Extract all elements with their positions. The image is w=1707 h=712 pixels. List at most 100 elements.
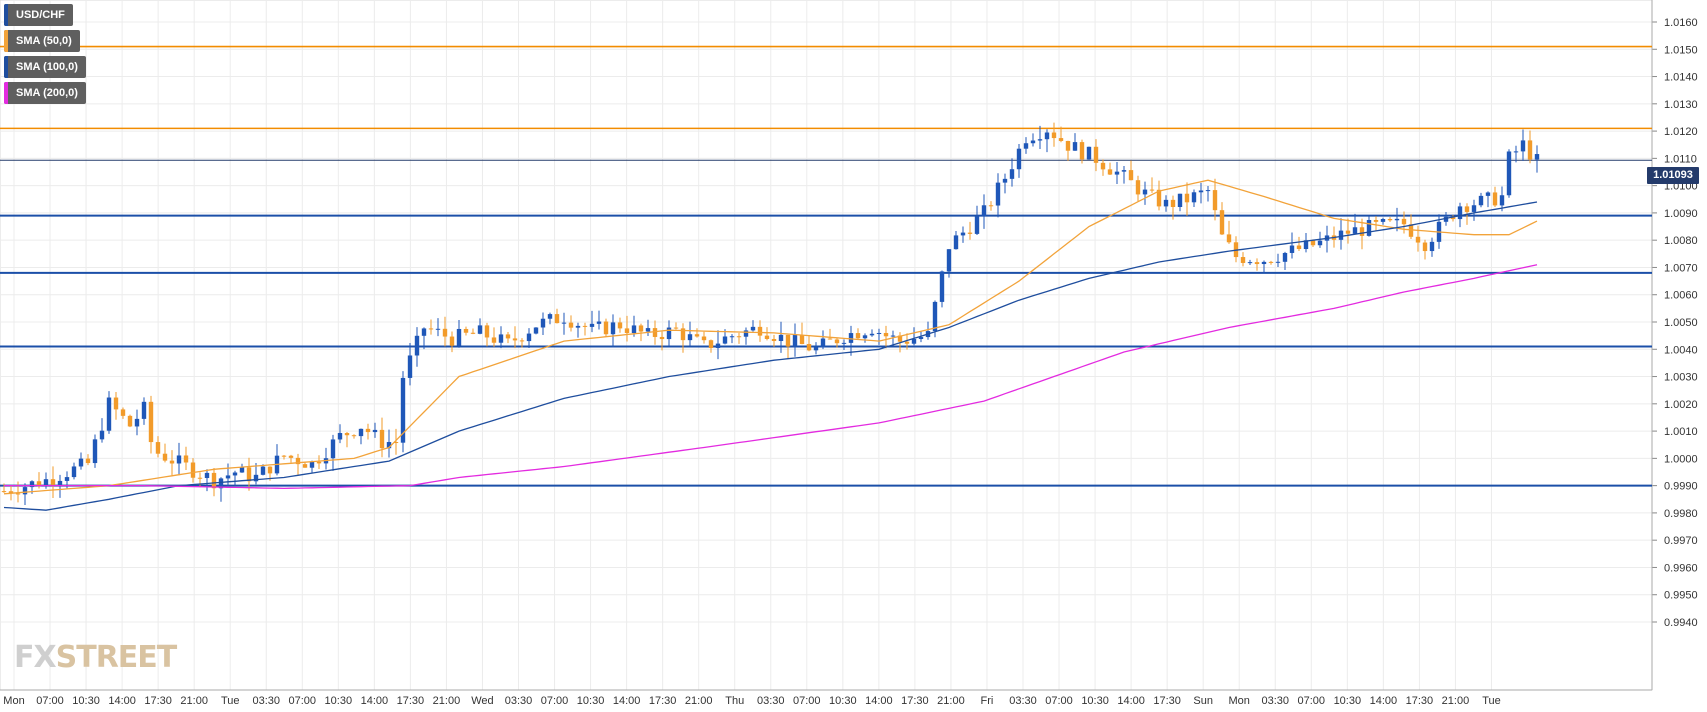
candle-body bbox=[1261, 261, 1267, 265]
candle-body bbox=[1499, 195, 1505, 206]
candle-body bbox=[1226, 234, 1232, 243]
plot-area bbox=[0, 0, 1653, 691]
x-tick-label: Sun bbox=[1193, 695, 1213, 707]
candle-body bbox=[505, 334, 511, 339]
candle-body bbox=[393, 442, 399, 444]
candle-body bbox=[29, 481, 35, 488]
candle-body bbox=[743, 330, 749, 337]
candle-body bbox=[967, 232, 973, 234]
x-tick-label: 07:00 bbox=[793, 695, 821, 707]
candle-body bbox=[1198, 190, 1204, 193]
candle-body bbox=[799, 335, 805, 345]
candle-body bbox=[995, 182, 1001, 206]
candle-body bbox=[575, 325, 581, 328]
x-tick-label: 21:00 bbox=[180, 695, 208, 707]
candle-body bbox=[1310, 240, 1316, 246]
candle-body bbox=[897, 335, 903, 342]
candle-body bbox=[792, 335, 798, 347]
candle-body bbox=[1093, 146, 1099, 163]
candle-body bbox=[540, 318, 546, 328]
x-tick-label: 03:30 bbox=[252, 695, 280, 707]
candle-body bbox=[456, 328, 462, 346]
candle-body bbox=[659, 336, 665, 340]
candle-body bbox=[603, 321, 609, 335]
candle-body bbox=[358, 428, 364, 437]
candle-body bbox=[365, 428, 371, 433]
candle-body bbox=[953, 235, 959, 250]
y-tick-label: 1.0010 bbox=[1664, 426, 1698, 438]
x-tick-label: Thu bbox=[725, 695, 744, 707]
candle-body bbox=[820, 338, 826, 348]
candle-body bbox=[1450, 216, 1456, 220]
sma-line-1000 bbox=[3, 201, 1538, 511]
candle-body bbox=[1338, 230, 1344, 240]
candle-body bbox=[1058, 138, 1064, 141]
candle-body bbox=[1142, 189, 1148, 195]
candle-body bbox=[1282, 252, 1288, 262]
candle-body bbox=[246, 467, 252, 482]
candle-body bbox=[1492, 192, 1498, 206]
candle-body bbox=[1107, 169, 1113, 175]
candle-body bbox=[99, 430, 105, 440]
candle-body bbox=[722, 336, 728, 344]
x-tick-label: 10:30 bbox=[577, 695, 605, 707]
candle-body bbox=[729, 336, 735, 338]
x-tick-label: 07:00 bbox=[289, 695, 317, 707]
candle-body bbox=[435, 328, 441, 330]
candle-body bbox=[449, 336, 455, 346]
candle-body bbox=[715, 343, 721, 349]
candle-body bbox=[288, 455, 294, 458]
candle-body bbox=[78, 458, 84, 467]
candle-body bbox=[512, 338, 518, 341]
candle-body bbox=[15, 493, 21, 495]
candle-body bbox=[85, 458, 91, 464]
x-tick-label: 07:00 bbox=[1298, 695, 1326, 707]
candle-body bbox=[1359, 227, 1365, 236]
candle-body bbox=[610, 322, 616, 335]
candle-body bbox=[1121, 170, 1127, 172]
candle-body bbox=[1009, 169, 1015, 179]
x-tick-label: 03:30 bbox=[505, 695, 533, 707]
candle-body bbox=[134, 418, 140, 427]
y-tick-label: 1.0140 bbox=[1664, 72, 1698, 84]
candle-body bbox=[890, 335, 896, 337]
candle-body bbox=[1044, 132, 1050, 140]
x-tick-label: 07:00 bbox=[36, 695, 64, 707]
candle-body bbox=[1275, 261, 1281, 263]
candle-body bbox=[687, 334, 693, 341]
candle-body bbox=[1289, 245, 1295, 253]
candle-body bbox=[1205, 190, 1211, 192]
candle-body bbox=[1345, 230, 1351, 234]
x-tick-label: Mon bbox=[3, 695, 24, 707]
candle-body bbox=[106, 397, 112, 431]
candle-body bbox=[1303, 240, 1309, 250]
candle-body bbox=[344, 432, 350, 436]
candle-body bbox=[211, 472, 217, 489]
candle-body bbox=[1485, 192, 1491, 196]
legend-usdchf[interactable]: USD/CHF bbox=[4, 4, 73, 26]
candle-body bbox=[1387, 219, 1393, 221]
candle-body bbox=[841, 342, 847, 344]
candle-body bbox=[1163, 199, 1169, 207]
legend-label: SMA (200,0) bbox=[16, 87, 78, 99]
candle-body bbox=[1527, 140, 1533, 160]
legend-sma-50[interactable]: SMA (50,0) bbox=[4, 30, 80, 52]
candle-body bbox=[337, 432, 343, 440]
candle-body bbox=[169, 460, 175, 464]
legend-sma-100[interactable]: SMA (100,0) bbox=[4, 56, 86, 78]
candle-body bbox=[22, 487, 28, 495]
legend-sma-200[interactable]: SMA (200,0) bbox=[4, 82, 86, 104]
candle-body bbox=[442, 328, 448, 337]
candle-body bbox=[1457, 206, 1463, 220]
candle-body bbox=[568, 322, 574, 328]
x-tick-label: 21:00 bbox=[685, 695, 713, 707]
candle-body bbox=[281, 455, 287, 457]
candle-body bbox=[589, 323, 595, 327]
candle-body bbox=[1317, 240, 1323, 246]
candle-body bbox=[8, 491, 14, 494]
candle-body bbox=[190, 462, 196, 478]
candle-body bbox=[582, 325, 588, 327]
candle-body bbox=[379, 429, 385, 449]
x-tick-label: 17:30 bbox=[1406, 695, 1434, 707]
candle-body bbox=[1156, 189, 1162, 207]
